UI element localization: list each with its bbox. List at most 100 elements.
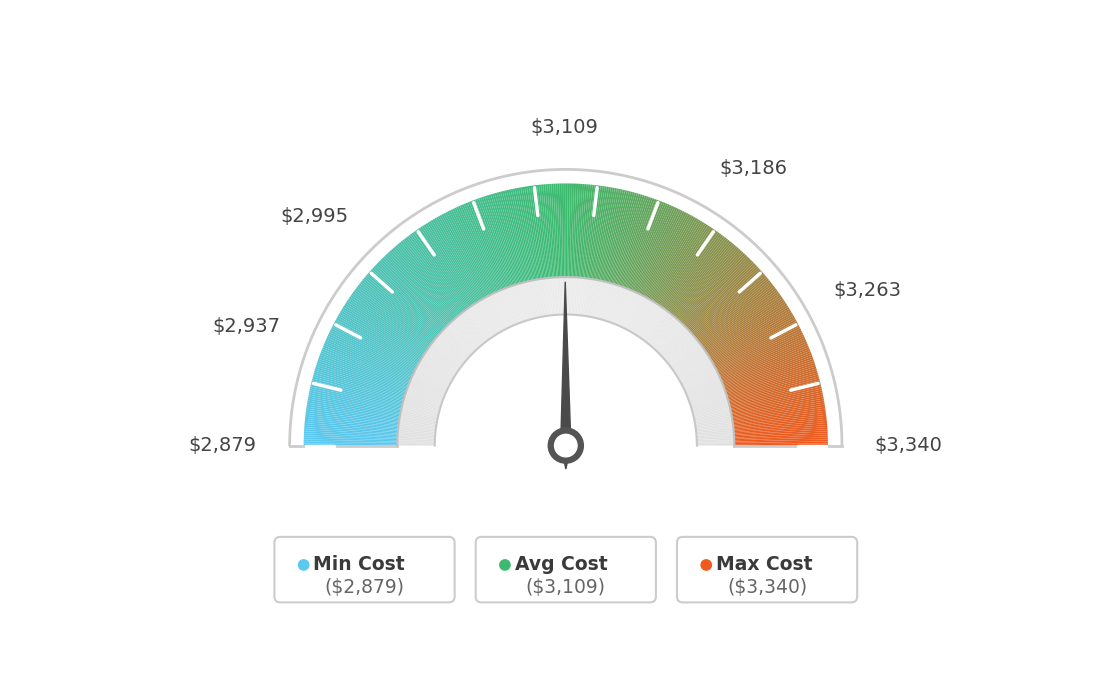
Wedge shape — [405, 393, 442, 406]
Wedge shape — [535, 279, 544, 317]
Wedge shape — [587, 279, 596, 317]
Wedge shape — [675, 245, 736, 317]
Wedge shape — [520, 283, 532, 319]
Wedge shape — [309, 391, 401, 411]
Wedge shape — [692, 404, 730, 414]
Wedge shape — [623, 294, 640, 328]
Wedge shape — [434, 339, 464, 364]
Wedge shape — [359, 284, 434, 342]
Wedge shape — [582, 278, 588, 316]
Wedge shape — [656, 323, 682, 351]
Wedge shape — [734, 442, 828, 444]
Wedge shape — [369, 270, 440, 334]
Wedge shape — [631, 204, 670, 291]
Wedge shape — [373, 266, 443, 331]
Wedge shape — [307, 404, 400, 420]
Wedge shape — [444, 328, 473, 355]
Wedge shape — [316, 364, 405, 395]
Wedge shape — [332, 325, 416, 369]
Wedge shape — [570, 184, 574, 277]
Wedge shape — [308, 399, 400, 417]
Wedge shape — [648, 217, 696, 299]
Wedge shape — [432, 342, 463, 366]
Wedge shape — [365, 275, 437, 337]
Wedge shape — [590, 279, 597, 317]
Wedge shape — [392, 248, 455, 319]
Wedge shape — [660, 229, 715, 307]
Wedge shape — [416, 366, 450, 385]
Wedge shape — [314, 373, 404, 400]
Wedge shape — [395, 245, 457, 317]
Text: $3,109: $3,109 — [531, 117, 598, 137]
Wedge shape — [306, 408, 399, 423]
Wedge shape — [467, 202, 503, 289]
Wedge shape — [722, 347, 809, 384]
Wedge shape — [571, 184, 576, 277]
Wedge shape — [734, 437, 828, 442]
Wedge shape — [442, 331, 470, 357]
Wedge shape — [325, 342, 411, 380]
Wedge shape — [326, 339, 412, 379]
Wedge shape — [604, 190, 627, 282]
Wedge shape — [311, 382, 402, 406]
Wedge shape — [549, 278, 553, 315]
Wedge shape — [649, 316, 675, 346]
Wedge shape — [696, 424, 733, 431]
Wedge shape — [510, 286, 524, 322]
Wedge shape — [391, 249, 455, 320]
Wedge shape — [481, 299, 501, 332]
Wedge shape — [694, 275, 766, 337]
Text: ($3,109): ($3,109) — [526, 578, 606, 597]
Wedge shape — [646, 313, 670, 343]
Wedge shape — [306, 406, 400, 422]
Wedge shape — [570, 277, 573, 315]
Wedge shape — [558, 277, 561, 315]
Wedge shape — [584, 185, 596, 278]
Wedge shape — [713, 317, 796, 364]
Wedge shape — [573, 277, 576, 315]
Wedge shape — [673, 349, 705, 372]
Wedge shape — [660, 329, 689, 356]
Wedge shape — [452, 320, 478, 349]
Wedge shape — [552, 277, 556, 315]
Wedge shape — [680, 253, 745, 323]
Wedge shape — [733, 421, 827, 431]
Wedge shape — [548, 184, 555, 277]
Wedge shape — [700, 286, 775, 344]
Wedge shape — [485, 297, 503, 331]
Wedge shape — [619, 197, 650, 286]
Wedge shape — [465, 309, 489, 340]
Wedge shape — [348, 298, 426, 352]
Wedge shape — [726, 364, 816, 395]
Wedge shape — [688, 265, 757, 331]
Wedge shape — [650, 219, 699, 301]
Wedge shape — [329, 332, 414, 374]
Wedge shape — [640, 210, 683, 295]
Wedge shape — [694, 416, 732, 424]
Wedge shape — [697, 430, 734, 435]
Wedge shape — [599, 283, 612, 319]
Wedge shape — [694, 277, 767, 338]
Wedge shape — [364, 277, 437, 338]
Wedge shape — [666, 235, 723, 310]
Wedge shape — [407, 387, 443, 401]
Wedge shape — [469, 201, 505, 289]
Wedge shape — [734, 440, 828, 443]
Wedge shape — [578, 184, 588, 277]
Wedge shape — [371, 269, 442, 333]
Wedge shape — [701, 288, 776, 346]
Wedge shape — [314, 371, 404, 399]
Wedge shape — [705, 300, 785, 353]
Wedge shape — [531, 280, 540, 317]
Wedge shape — [615, 290, 631, 325]
Wedge shape — [456, 317, 481, 346]
Wedge shape — [662, 331, 691, 358]
Wedge shape — [619, 292, 636, 326]
Wedge shape — [492, 293, 510, 328]
Wedge shape — [624, 295, 643, 329]
Wedge shape — [693, 406, 730, 415]
Wedge shape — [436, 337, 466, 362]
Wedge shape — [397, 440, 435, 443]
Wedge shape — [367, 274, 438, 336]
Wedge shape — [678, 250, 742, 321]
